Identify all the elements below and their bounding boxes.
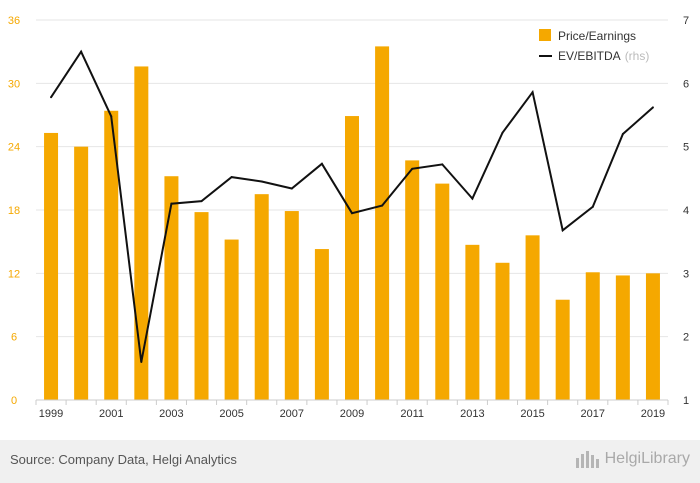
bar xyxy=(104,110,119,401)
x-tick-label: 2009 xyxy=(340,408,364,420)
line-point xyxy=(200,200,203,203)
bar xyxy=(44,132,59,400)
bar xyxy=(314,249,329,400)
bar xyxy=(495,262,510,400)
bar xyxy=(465,244,480,400)
line-point xyxy=(561,229,564,232)
bar xyxy=(194,212,209,400)
line-series xyxy=(50,49,654,363)
x-tick-label: 2017 xyxy=(581,408,605,420)
y-left-tick-label: 12 xyxy=(8,268,20,280)
line-point xyxy=(110,115,113,118)
y-right-tick-label: 4 xyxy=(683,205,689,217)
line-point xyxy=(320,162,323,165)
library-building-icon xyxy=(575,451,599,468)
bar xyxy=(134,66,149,400)
y-right-tick-label: 2 xyxy=(683,332,689,344)
y-right-tick-label: 3 xyxy=(683,268,689,280)
bar xyxy=(375,46,390,401)
bar xyxy=(615,275,630,400)
x-tick-label: 2003 xyxy=(159,408,183,420)
y-left-tick-label: 36 xyxy=(8,15,20,27)
footer: Source: Company Data, Helgi Analytics He… xyxy=(0,440,700,483)
line-point xyxy=(651,106,654,109)
line-point xyxy=(471,197,474,200)
y-left-tick-label: 24 xyxy=(8,142,20,154)
y-left-tick-label: 18 xyxy=(8,205,20,217)
bar xyxy=(74,146,89,400)
source-note: Source: Company Data, Helgi Analytics xyxy=(10,452,237,467)
line-point xyxy=(531,91,534,94)
line-point xyxy=(351,212,353,215)
y-left-tick-label: 6 xyxy=(11,332,17,344)
x-tick-label: 2007 xyxy=(280,408,304,420)
line-point xyxy=(591,205,594,208)
line-point xyxy=(501,131,504,134)
bar xyxy=(435,183,450,400)
bar xyxy=(555,299,570,400)
logo-text: HelgiLibrary xyxy=(604,450,690,467)
line-point xyxy=(230,176,233,179)
legend-label-ev-ebitda: EV/EBITDA (rhs) xyxy=(558,49,649,63)
y-left-tick-label: 0 xyxy=(11,395,17,407)
helgi-library-logo: HelgiLibrary xyxy=(575,449,690,469)
y-right-tick-label: 7 xyxy=(683,15,689,27)
bar xyxy=(645,273,660,400)
line-point xyxy=(50,96,53,99)
legend-label-price-earnings: Price/Earnings xyxy=(558,29,636,43)
y-right-tick-label: 1 xyxy=(683,395,689,407)
bar xyxy=(224,239,239,400)
x-tick-label: 2015 xyxy=(520,408,544,420)
line-point xyxy=(381,204,384,207)
line-point xyxy=(170,202,173,205)
y-left-tick-label: 30 xyxy=(8,78,20,90)
x-tick-label: 2011 xyxy=(400,408,424,420)
bar xyxy=(405,160,420,400)
legend-swatch-price-earnings xyxy=(539,29,551,41)
line-point xyxy=(260,180,263,183)
y-right-tick-label: 5 xyxy=(683,142,689,154)
bar xyxy=(585,272,600,400)
bar-series xyxy=(44,46,660,401)
bar xyxy=(164,176,179,400)
line-point xyxy=(140,361,143,363)
x-tick-label: 2001 xyxy=(99,408,123,420)
bar xyxy=(284,211,299,400)
x-tick-label: 2019 xyxy=(641,408,665,420)
bar xyxy=(525,235,540,400)
line-point xyxy=(621,133,624,135)
x-tick-label: 2005 xyxy=(219,408,243,420)
legend: Price/Earnings EV/EBITDA (rhs) xyxy=(539,29,649,63)
line-point xyxy=(80,50,83,53)
bar xyxy=(254,194,269,400)
x-tick-label: 1999 xyxy=(39,408,63,420)
bar xyxy=(345,116,359,401)
line-point xyxy=(411,167,414,170)
x-tick-label: 2013 xyxy=(460,408,484,420)
line-point xyxy=(441,163,444,166)
y-right-tick-label: 6 xyxy=(683,78,689,90)
line-point xyxy=(290,187,293,190)
